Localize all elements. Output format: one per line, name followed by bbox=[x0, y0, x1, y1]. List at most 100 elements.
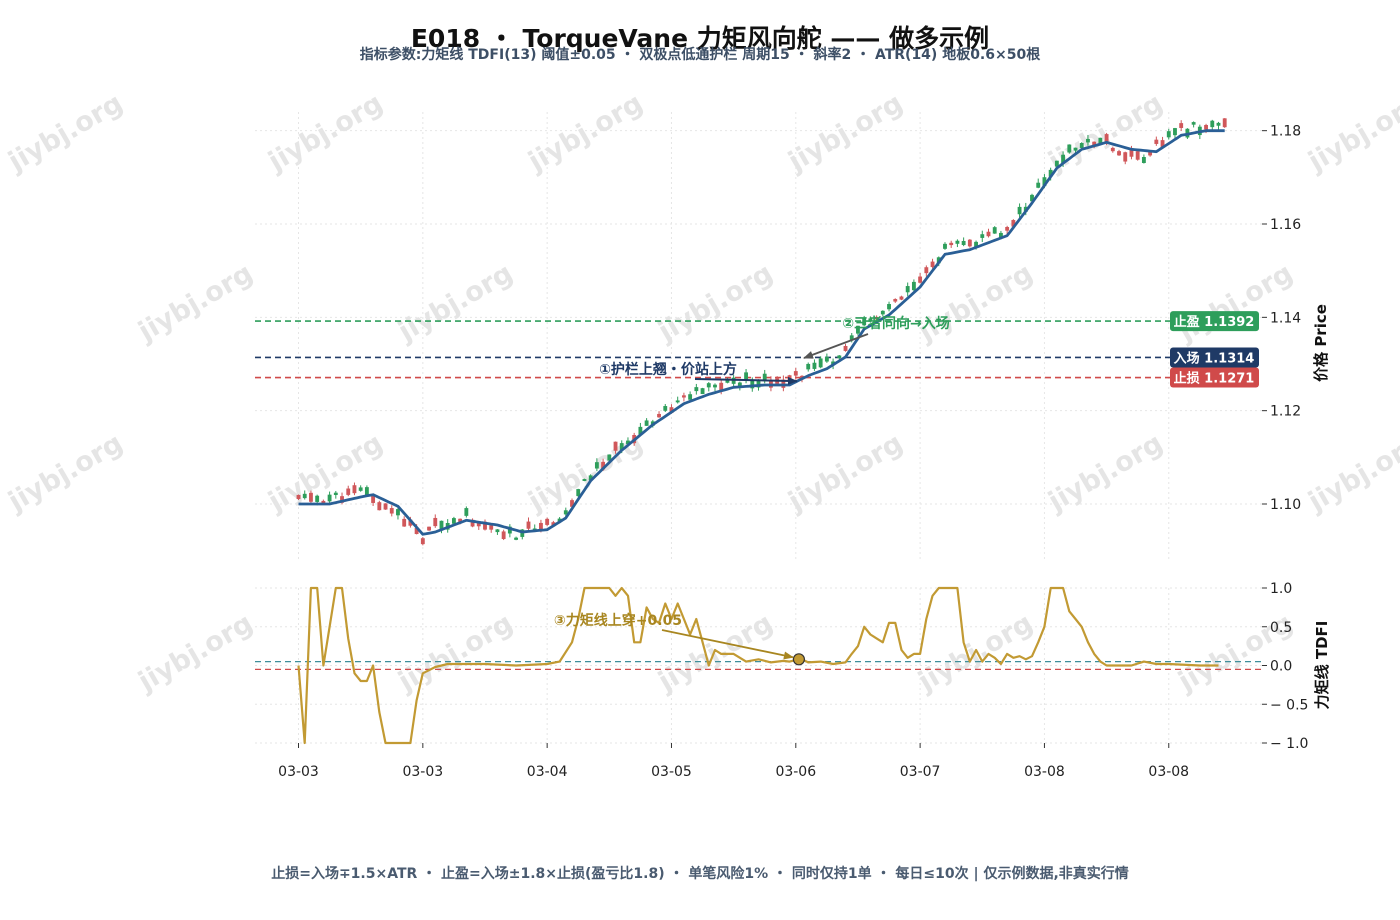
candle-body bbox=[1092, 141, 1097, 147]
candle-body bbox=[887, 304, 891, 310]
tdfi-series bbox=[255, 586, 1262, 745]
candle-body bbox=[644, 420, 649, 426]
candle-body bbox=[570, 500, 574, 507]
candle-body bbox=[967, 239, 972, 247]
candle-body bbox=[321, 500, 326, 504]
candle-body bbox=[470, 519, 475, 527]
candle-body bbox=[607, 454, 612, 461]
guard-line-series bbox=[298, 129, 1225, 536]
candle-body bbox=[955, 240, 960, 244]
tdfi-tick-label: 1.0 bbox=[1270, 581, 1292, 597]
candle-body bbox=[514, 537, 519, 540]
annotation-guard-up-arrow bbox=[694, 376, 798, 385]
candle-body bbox=[340, 496, 344, 503]
candle-body bbox=[333, 492, 338, 496]
candle-body bbox=[1017, 206, 1022, 215]
candle-body bbox=[638, 426, 643, 435]
watermark-text: jiybj.org bbox=[133, 608, 259, 698]
candle-body bbox=[1054, 160, 1059, 167]
watermark-text: jiybj.org bbox=[3, 88, 129, 178]
candle-body bbox=[986, 231, 991, 237]
candle-body bbox=[346, 488, 351, 495]
candle-body bbox=[793, 371, 798, 376]
watermark-text: jiybj.org bbox=[263, 88, 389, 178]
candle-body bbox=[949, 242, 954, 246]
candle-body bbox=[420, 538, 425, 545]
candle-body bbox=[302, 493, 307, 499]
watermark-text: jiybj.org bbox=[133, 258, 259, 348]
candle-body bbox=[427, 526, 431, 531]
candle-body bbox=[893, 299, 898, 302]
candle-body bbox=[856, 325, 860, 334]
price-tick-label: 1.18 bbox=[1270, 124, 1301, 140]
candle-body bbox=[483, 521, 487, 530]
chart-title: E018 ・ TorqueVane 力矩风向舵 —— 做多示例 bbox=[411, 24, 989, 53]
candle-body bbox=[974, 241, 978, 248]
candle-body bbox=[719, 382, 724, 392]
candle-body bbox=[1222, 118, 1227, 128]
candle-body bbox=[433, 517, 438, 527]
candle-body bbox=[1123, 152, 1128, 162]
candle-body bbox=[557, 518, 562, 522]
candle-body bbox=[1110, 147, 1115, 152]
price-tick-label: 1.10 bbox=[1270, 497, 1301, 513]
watermark-text: jiybj.org bbox=[523, 88, 649, 178]
level-tag-label: 入场 1.1314 bbox=[1174, 351, 1255, 366]
candle-body bbox=[818, 358, 823, 368]
candle-body bbox=[874, 316, 879, 320]
candle-body bbox=[868, 318, 873, 321]
candle-body bbox=[1011, 220, 1016, 227]
candle-body bbox=[414, 527, 419, 535]
candle-body bbox=[762, 373, 767, 382]
candle-body bbox=[1005, 226, 1010, 231]
trade-level-tags: 止盈 1.1392 入场 1.1314 止损 1.1271 bbox=[1170, 311, 1259, 388]
candle-body bbox=[1154, 139, 1159, 144]
candle-body bbox=[489, 525, 494, 530]
candle-body bbox=[1098, 137, 1103, 144]
candle-body bbox=[880, 310, 885, 315]
watermark-text: jiybj.org bbox=[1173, 258, 1299, 348]
candle-body bbox=[849, 335, 854, 340]
candle-body bbox=[905, 286, 910, 293]
x-tick-label: 03-05 bbox=[651, 764, 692, 780]
candle-body bbox=[980, 234, 985, 238]
candle-body bbox=[563, 510, 568, 515]
candle-body bbox=[943, 243, 947, 249]
price-tick-label: 1.16 bbox=[1270, 217, 1301, 233]
tdfi-line bbox=[297, 586, 1219, 745]
candle-body bbox=[451, 518, 456, 524]
price-y-axis-ticks: 1.10 1.12 1.14 1.16 1.18 bbox=[1262, 124, 1301, 513]
candle-body bbox=[992, 227, 997, 234]
candle-body bbox=[327, 494, 332, 502]
annotation-entry: ②三者同向→入场 bbox=[842, 315, 950, 332]
candle-body bbox=[694, 387, 699, 392]
level-tag-label: 止损 1.1271 bbox=[1174, 371, 1255, 387]
watermark-text: jiybj.org bbox=[1043, 428, 1169, 518]
candle-body bbox=[918, 276, 923, 283]
candle-body bbox=[1061, 154, 1066, 164]
candle-body bbox=[688, 394, 693, 400]
watermark-text: jiybj.org bbox=[393, 608, 519, 698]
x-tick-label: 03-03 bbox=[278, 764, 319, 780]
tdfi-cross-marker bbox=[792, 653, 806, 666]
watermark-text: jiybj.org bbox=[393, 258, 519, 348]
candle-body bbox=[1030, 194, 1034, 202]
candle-body bbox=[725, 380, 730, 383]
candle-body bbox=[812, 362, 817, 369]
candle-body bbox=[396, 509, 400, 516]
tdfi-gridlines bbox=[255, 587, 1262, 744]
x-tick-label: 03-06 bbox=[775, 764, 816, 780]
watermark-text: jiybj.org bbox=[3, 428, 129, 518]
candle-body bbox=[1166, 131, 1171, 138]
watermark-text: jiybj.org bbox=[783, 88, 909, 178]
candle-body bbox=[352, 485, 357, 494]
candle-body bbox=[495, 529, 500, 533]
candle-body bbox=[1148, 151, 1153, 156]
candle-body bbox=[389, 508, 394, 514]
candle-body bbox=[588, 475, 593, 481]
candle-body bbox=[458, 518, 463, 522]
candle-body bbox=[843, 345, 848, 351]
candle-body bbox=[824, 356, 829, 362]
x-tick-label: 03-08 bbox=[1148, 764, 1189, 780]
